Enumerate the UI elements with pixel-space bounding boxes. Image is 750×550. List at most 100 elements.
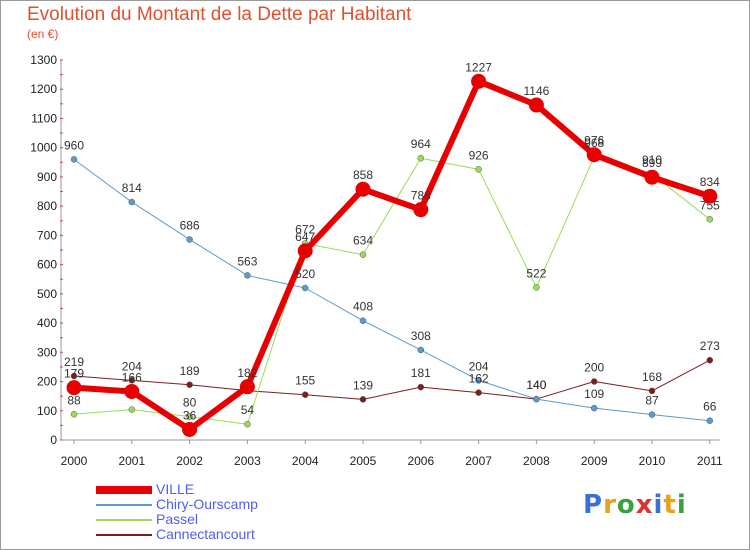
data-label-passel: 910 <box>642 153 662 167</box>
data-point-cannectancourt <box>128 377 136 384</box>
data-point-cannectancourt <box>70 372 78 380</box>
data-label-chiry-ourscamp: 87 <box>645 394 659 408</box>
data-label-ville: 36 <box>183 408 197 422</box>
data-point-cannectancourt <box>359 396 367 403</box>
legend-label: VILLE <box>156 481 195 497</box>
data-point-ville <box>297 243 313 259</box>
chart-unit-label: (en €) <box>27 27 59 41</box>
data-point-ville <box>471 73 487 89</box>
data-label-passel: 54 <box>241 403 255 417</box>
y-tick-label: 500 <box>37 287 57 301</box>
logo-letter: P <box>583 490 604 520</box>
data-point-ville <box>644 169 660 185</box>
series-line-cannectancourt <box>73 359 711 400</box>
proxiti-logo: Proxiti <box>583 490 687 520</box>
logo-letter: r <box>603 490 617 520</box>
data-point-chiry-ourscamp <box>301 284 309 292</box>
data-label-ville: 976 <box>584 134 604 148</box>
logo-letter: o <box>616 490 636 520</box>
logo-letter: i <box>653 490 664 520</box>
x-tick-label: 2004 <box>292 454 319 468</box>
y-tick-label: 100 <box>37 404 57 418</box>
logo-letter: t <box>663 490 677 520</box>
data-point-chiry-ourscamp <box>533 395 540 403</box>
legend-label: Passel <box>156 511 199 527</box>
chart-title: Evolution du Montant de la Dette par Hab… <box>27 4 412 25</box>
data-point-cannectancourt <box>417 383 425 391</box>
logo-letter: x <box>635 490 654 520</box>
data-label-ville: 1227 <box>465 60 492 74</box>
data-label-chiry-ourscamp: 408 <box>353 300 373 314</box>
legend-label: Chiry-Ourscamp <box>156 496 258 512</box>
data-label-cannectancourt: 162 <box>469 372 489 386</box>
data-label-cannectancourt: 140 <box>526 378 546 392</box>
data-point-cannectancourt <box>590 378 598 385</box>
data-point-ville <box>586 147 602 163</box>
data-label-ville: 1146 <box>523 84 549 98</box>
data-point-passel <box>475 166 482 173</box>
data-label-cannectancourt: 168 <box>642 370 662 384</box>
data-label-cannectancourt: 181 <box>411 366 431 380</box>
data-label-cannectancourt: 200 <box>584 361 604 375</box>
data-label-passel: 672 <box>295 223 315 237</box>
x-tick-label: 2002 <box>176 454 203 468</box>
y-tick-label: 0 <box>50 433 57 447</box>
data-point-cannectancourt <box>648 387 656 395</box>
data-label-ville: 858 <box>353 168 373 182</box>
x-tick-label: 2008 <box>523 454 550 468</box>
data-label-cannectancourt: 204 <box>122 359 142 373</box>
data-label-chiry-ourscamp: 66 <box>703 400 717 414</box>
data-point-chiry-ourscamp <box>70 156 78 163</box>
data-point-passel <box>186 413 193 420</box>
x-tick-label: 2009 <box>581 454 608 468</box>
x-tick-label: 2001 <box>118 454 145 468</box>
data-label-cannectancourt: 139 <box>353 378 373 392</box>
data-point-chiry-ourscamp <box>128 198 136 206</box>
series-line-ville <box>71 78 713 433</box>
y-tick-label: 1200 <box>30 82 57 96</box>
y-tick-label: 700 <box>37 228 57 242</box>
data-point-passel <box>533 284 540 291</box>
x-tick-label: 2000 <box>61 454 88 468</box>
data-point-chiry-ourscamp <box>648 411 656 418</box>
data-point-cannectancourt <box>186 381 193 389</box>
data-label-passel: 926 <box>469 148 489 162</box>
x-tick-label: 2011 <box>697 454 723 468</box>
data-label-chiry-ourscamp: 814 <box>122 181 142 195</box>
legend-swatch <box>96 534 152 536</box>
data-point-chiry-ourscamp <box>475 377 482 384</box>
data-label-ville: 788 <box>411 189 431 203</box>
data-point-chiry-ourscamp <box>417 346 425 354</box>
data-label-ville: 179 <box>64 367 84 381</box>
data-point-chiry-ourscamp <box>590 404 598 412</box>
data-label-cannectancourt: 219 <box>64 355 84 369</box>
data-label-cannectancourt: 189 <box>180 364 200 378</box>
data-point-passel <box>706 216 714 223</box>
data-point-ville <box>702 188 718 204</box>
data-point-ville <box>239 379 255 395</box>
data-label-passel: 755 <box>700 198 720 212</box>
data-point-chiry-ourscamp <box>359 317 367 324</box>
data-label-cannectancourt: 273 <box>700 339 720 353</box>
legend-swatch <box>96 486 152 494</box>
x-tick-label: 2005 <box>350 454 377 468</box>
series-line-chiry-ourscamp <box>73 158 711 422</box>
y-tick-label: 200 <box>37 375 57 389</box>
data-label-ville: 647 <box>295 230 315 244</box>
data-label-cannectancourt: 155 <box>295 374 315 388</box>
x-tick-label: 2010 <box>639 454 666 468</box>
data-label-ville: 834 <box>700 175 720 189</box>
y-tick-label: 800 <box>37 199 57 213</box>
data-label-chiry-ourscamp: 204 <box>469 359 489 373</box>
data-label-ville: 182 <box>237 366 257 380</box>
y-tick-label: 900 <box>37 170 57 184</box>
y-tick-label: 1000 <box>30 141 57 155</box>
data-point-ville <box>182 421 198 437</box>
logo-letter: i <box>676 490 687 520</box>
x-tick-label: 2006 <box>407 454 434 468</box>
data-point-ville <box>124 383 140 399</box>
data-point-cannectancourt <box>706 356 714 364</box>
data-point-ville <box>355 181 371 197</box>
data-point-cannectancourt <box>301 391 309 398</box>
